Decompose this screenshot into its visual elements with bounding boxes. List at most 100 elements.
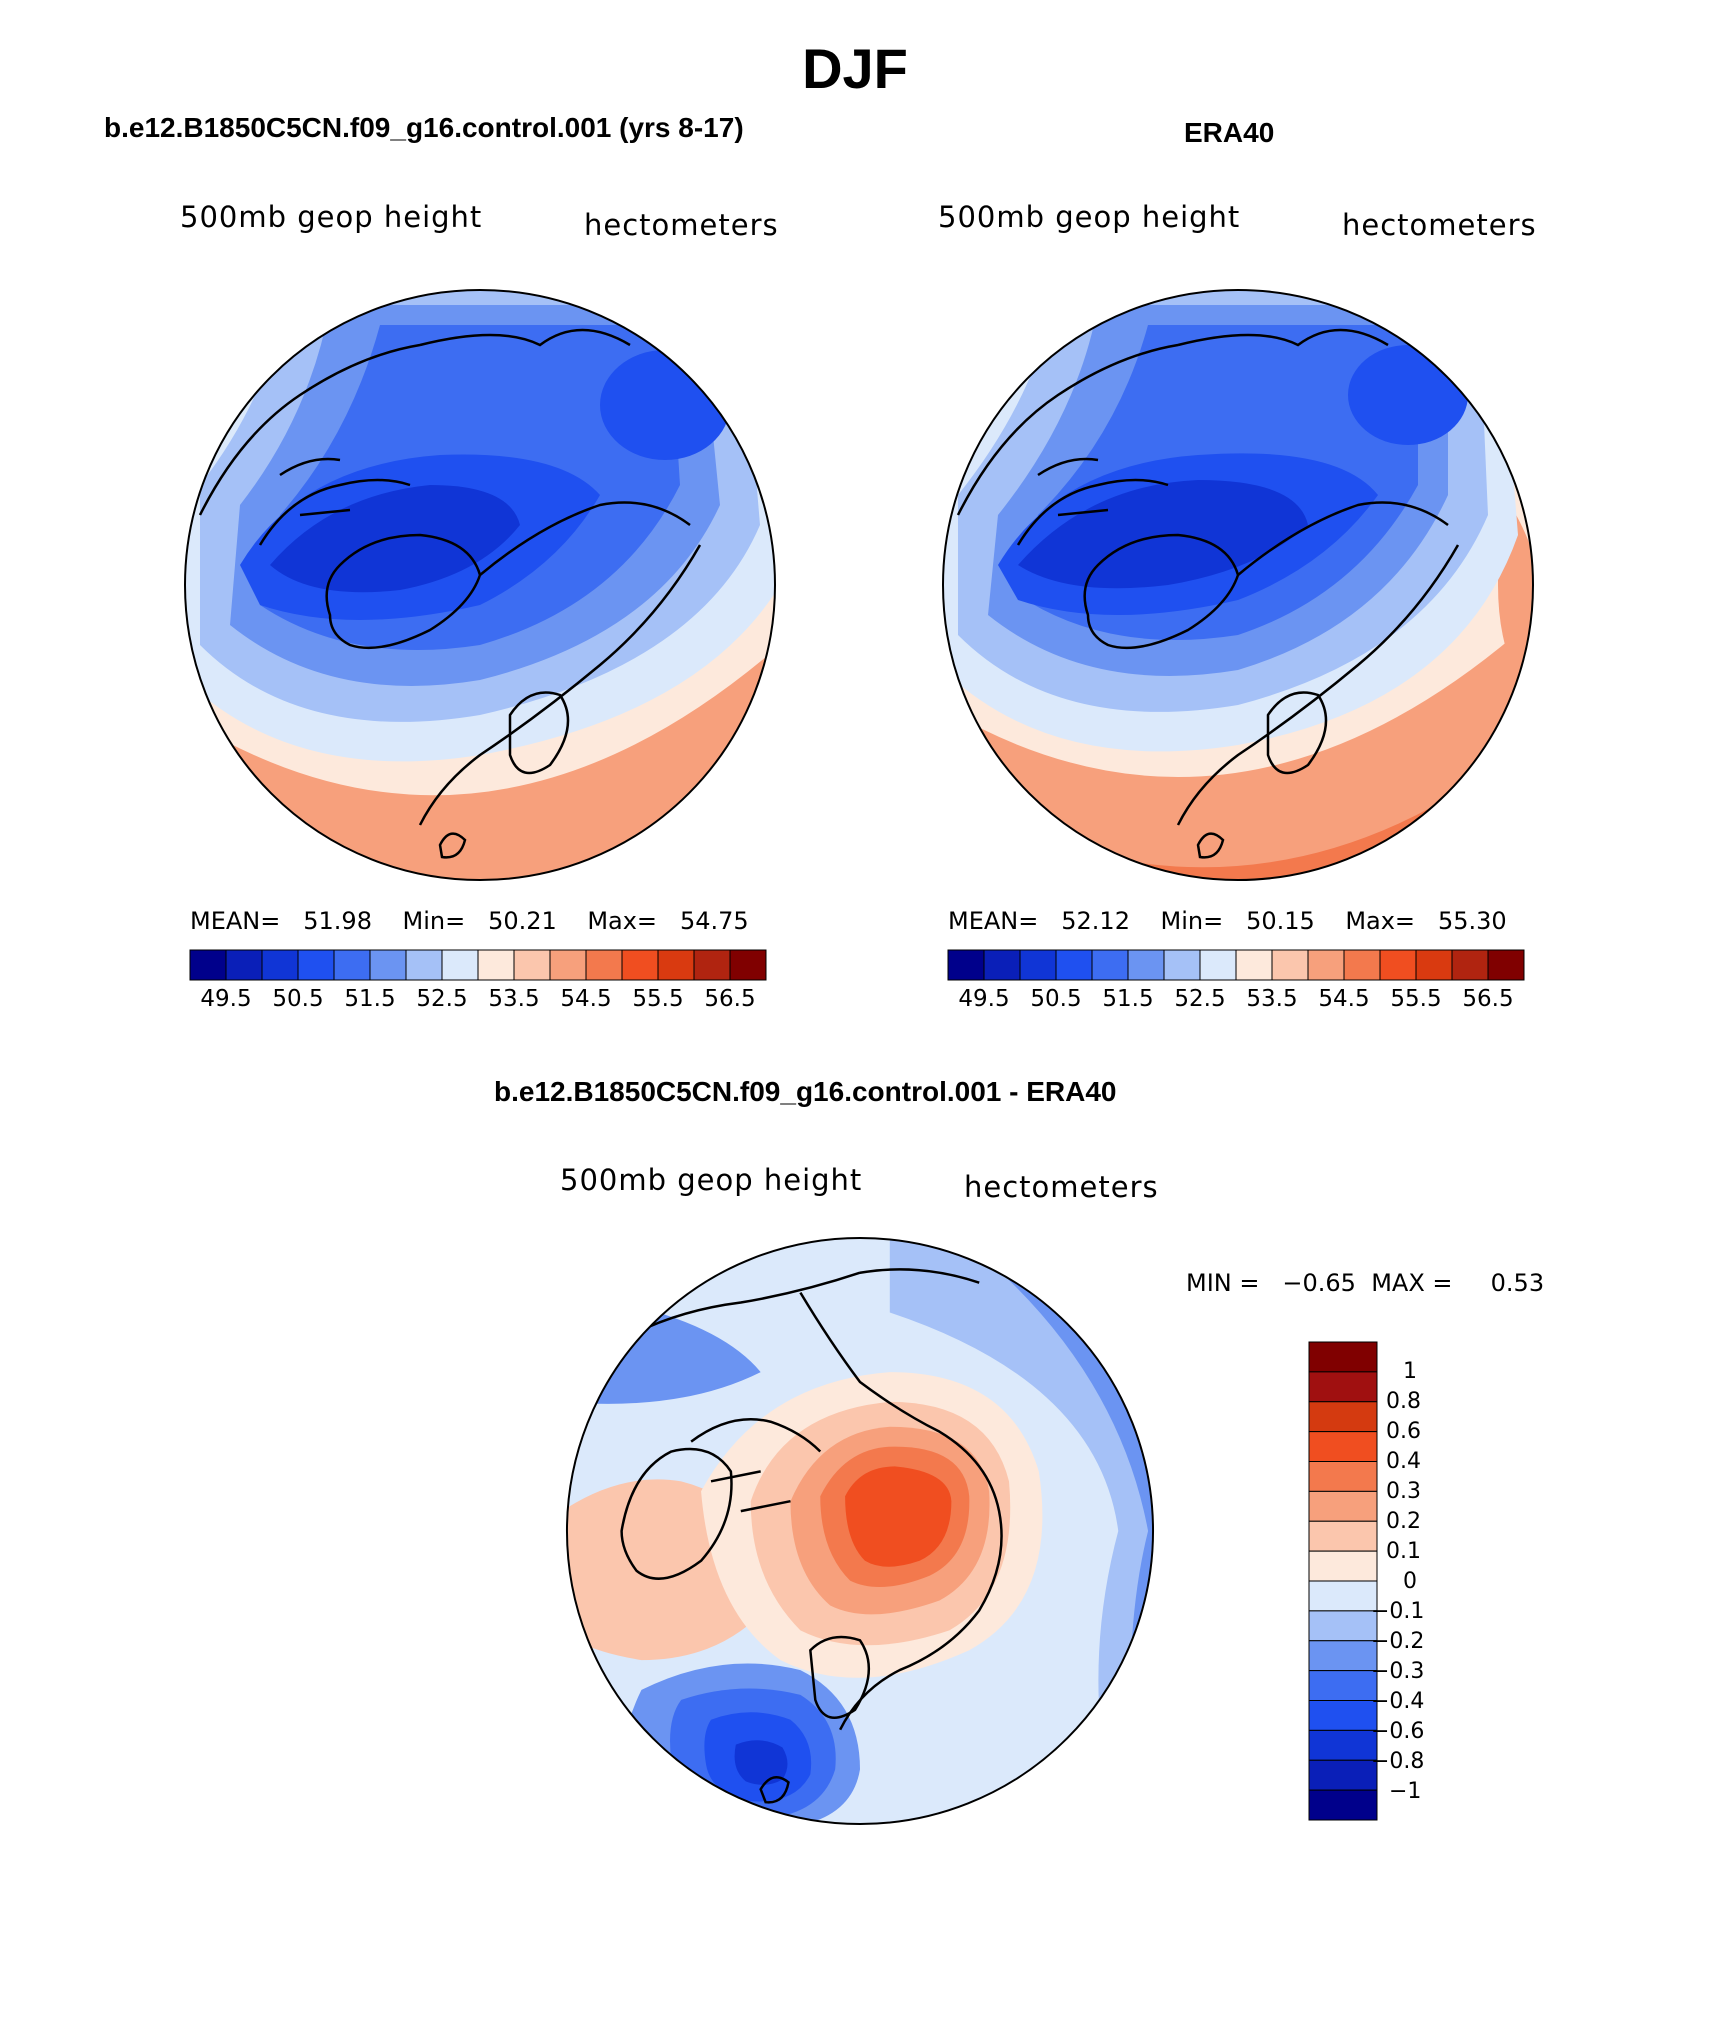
panel-2-max-label: Max= <box>1345 907 1416 935</box>
colorbar-swatch <box>1055 949 1093 981</box>
colorbar-swatch <box>1308 1461 1378 1492</box>
panel-1-tick: 49.5 <box>200 986 252 1012</box>
difference-tick: −0.6 <box>1371 1719 1425 1744</box>
colorbar-swatch <box>189 949 227 981</box>
panel-2-tick: 51.5 <box>1102 986 1154 1012</box>
panel-2-warm-band-south <box>943 615 1533 880</box>
panel-1-min-value: 50.21 <box>488 907 557 935</box>
colorbar-swatch <box>657 949 695 981</box>
panel-1-eurasia-coast <box>418 501 702 826</box>
difference-colorbar-ticks: 1 0.8 0.6 0.4 0.3 0.2 0.1 0 −0.1 −0.2 −0… <box>1371 1342 1505 1820</box>
panel-2-tick: 54.5 <box>1318 986 1370 1012</box>
colorbar-swatch <box>1235 949 1273 981</box>
colorbar-swatch <box>297 949 335 981</box>
difference-units-label: hectometers <box>964 1170 1159 1204</box>
colorbar-swatch <box>1271 949 1309 981</box>
colorbar-swatch <box>693 949 731 981</box>
difference-tick: −0.1 <box>1371 1599 1425 1624</box>
colorbar-swatch <box>585 949 623 981</box>
colorbar-swatch <box>477 949 515 981</box>
colorbar-swatch <box>621 949 659 981</box>
difference-max-label: MAX = <box>1371 1269 1453 1297</box>
colorbar-swatch <box>1308 1789 1378 1821</box>
panel-2-north-america-coast <box>956 328 1389 516</box>
difference-tick: −0.4 <box>1371 1689 1425 1714</box>
colorbar-swatch <box>947 949 985 981</box>
panel-1-min-label: Min= <box>402 907 466 935</box>
figure-title: DJF <box>802 37 908 100</box>
difference-tick: 0.2 <box>1386 1509 1421 1534</box>
difference-tick: 0.4 <box>1386 1449 1421 1474</box>
difference-tick: 1 <box>1403 1359 1417 1384</box>
panel-1-arctic-islands-coast <box>258 457 411 546</box>
colorbar-swatch <box>1379 949 1417 981</box>
panel-1-warm-band-south <box>185 645 775 880</box>
panel-1-title: b.e12.B1850C5CN.f09_g16.control.001 (yrs… <box>104 112 744 143</box>
panel-2-contour-blue-5 <box>1018 480 1308 589</box>
colorbar-swatch <box>983 949 1021 981</box>
panel-2-low-center-pacific <box>1348 345 1468 445</box>
colorbar-swatch <box>513 949 551 981</box>
difference-tick: 0.1 <box>1386 1539 1421 1564</box>
colorbar-swatch <box>1308 1520 1378 1552</box>
panel-1-max-label: Max= <box>587 907 658 935</box>
colorbar-swatch <box>1308 1341 1378 1373</box>
colorbar-swatch <box>1308 1610 1378 1642</box>
colorbar-swatch <box>405 949 443 981</box>
panel-2-tick: 56.5 <box>1462 986 1514 1012</box>
colorbar-swatch <box>1199 949 1237 981</box>
panel-1-tick: 51.5 <box>344 986 396 1012</box>
panel-1-mean-value: 51.98 <box>303 907 372 935</box>
panel-2-tick: 50.5 <box>1030 986 1082 1012</box>
difference-min-value: −0.65 <box>1282 1269 1356 1297</box>
panel-1-tick: 52.5 <box>416 986 468 1012</box>
difference-max-value: 0.53 <box>1490 1269 1545 1297</box>
panel-2-tick: 53.5 <box>1246 986 1298 1012</box>
panel-1-scandinavia-coast <box>508 691 570 775</box>
difference-tick: −1 <box>1389 1779 1422 1804</box>
difference-greenland-coast <box>620 1447 733 1580</box>
panel-1-tick: 55.5 <box>632 986 684 1012</box>
colorbar-swatch <box>1019 949 1057 981</box>
colorbar-swatch <box>1091 949 1129 981</box>
colorbar-swatch <box>261 949 299 981</box>
panel-2-tick: 49.5 <box>958 986 1010 1012</box>
panel-2-units-label: hectometers <box>1342 208 1537 242</box>
colorbar-swatch <box>1308 1729 1378 1761</box>
panel-1-tick: 50.5 <box>272 986 324 1012</box>
difference-tick: 0.6 <box>1386 1419 1421 1444</box>
panel-2-field-label: 500mb geop height <box>938 200 1241 234</box>
difference-title: b.e12.B1850C5CN.f09_g16.control.001 - ER… <box>494 1076 1117 1107</box>
panel-2-arctic-islands-coast <box>1016 457 1169 546</box>
colorbar-swatch <box>1487 949 1525 981</box>
panel-1-tick: 54.5 <box>560 986 612 1012</box>
difference-polar-map <box>565 1236 1155 1826</box>
difference-scandinavia-coast <box>809 1635 871 1719</box>
colorbar-swatch <box>1308 1759 1378 1791</box>
colorbar-swatch <box>1308 1550 1378 1582</box>
panel-2-max-value: 55.30 <box>1437 907 1507 935</box>
panel-1-british-isles-coast <box>438 832 467 859</box>
panel-1-colorbar-ticks: 49.5 50.5 51.5 52.5 53.5 54.5 55.5 56.5 <box>190 986 766 1016</box>
colorbar-swatch <box>1308 1700 1378 1731</box>
colorbar-swatch <box>1308 1371 1378 1403</box>
panel-2-tick: 52.5 <box>1174 986 1226 1012</box>
panel-1-max-value: 54.75 <box>679 907 749 935</box>
panel-1-mean-label: MEAN= <box>190 907 281 935</box>
panel-2-min-value: 50.15 <box>1246 907 1315 935</box>
panel-1-polar-map <box>184 289 776 881</box>
difference-min-label: MIN = <box>1186 1269 1260 1297</box>
colorbar-swatch <box>1308 1401 1378 1433</box>
colorbar-swatch <box>1308 1490 1378 1522</box>
colorbar-swatch <box>1308 1431 1378 1462</box>
panel-2-min-label: Min= <box>1160 907 1224 935</box>
panel-2-title: ERA40 <box>1184 117 1275 148</box>
panel-2-mean-label: MEAN= <box>948 907 1039 935</box>
panel-2-colorbar <box>947 949 1525 981</box>
difference-field-label: 500mb geop height <box>560 1163 863 1197</box>
colorbar-swatch <box>333 949 371 981</box>
colorbar-swatch <box>729 949 767 981</box>
colorbar-swatch <box>1308 1640 1378 1672</box>
panel-2-polar-map <box>942 289 1534 881</box>
panel-1-contour-blue-5 <box>270 485 520 593</box>
